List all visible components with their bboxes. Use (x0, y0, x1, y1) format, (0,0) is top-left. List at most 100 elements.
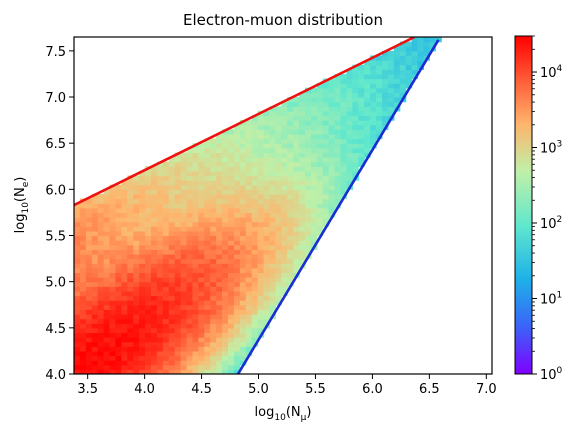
heatmap-cell (97, 263, 105, 269)
heatmap-cell (145, 212, 152, 218)
heatmap-cell (115, 244, 122, 250)
heatmap-cell (97, 267, 105, 274)
heatmap-cell (275, 221, 282, 227)
heatmap-cell (411, 50, 419, 57)
heatmap-cell (352, 152, 359, 158)
heatmap-cell (322, 189, 330, 195)
heatmap-cell (340, 120, 348, 126)
heatmap-cell (257, 277, 265, 283)
heatmap-cell (145, 240, 152, 246)
heatmap-cell (346, 87, 353, 93)
heatmap-cell (127, 244, 134, 250)
heatmap-cell (269, 300, 276, 306)
heatmap-cell (263, 124, 271, 130)
heatmap-cell (352, 147, 359, 154)
heatmap-cell (281, 101, 288, 107)
heatmap-cell (263, 290, 271, 297)
heatmap-cell (352, 110, 359, 117)
heatmap-cell (150, 212, 158, 218)
heatmap-cell (145, 281, 152, 287)
heatmap-cell (192, 346, 199, 352)
heatmap-cell (216, 170, 223, 177)
heatmap-cell (310, 235, 318, 241)
heatmap-cell (316, 161, 324, 167)
heatmap-cell (269, 124, 276, 130)
heatmap-cell (174, 341, 182, 347)
heatmap-cell (121, 212, 128, 218)
heatmap-cell (263, 258, 271, 264)
heatmap-cell (281, 212, 288, 218)
heatmap-cell (257, 295, 265, 301)
heatmap-cell (239, 147, 247, 154)
heatmap-cell (269, 120, 276, 126)
heatmap-cell (168, 295, 176, 301)
heatmap-cell (210, 240, 217, 246)
heatmap-cell (227, 341, 235, 347)
heatmap-cell (257, 309, 265, 315)
heatmap-cell (85, 267, 93, 274)
heatmap-cell (198, 350, 205, 357)
heatmap-cell (328, 157, 336, 163)
colorbar-tick-label: 103 (540, 140, 562, 157)
heatmap-cell (263, 129, 271, 135)
heatmap-cell (222, 346, 229, 352)
heatmap-cell (162, 286, 170, 292)
heatmap-cell (210, 369, 217, 374)
heatmap-cell (233, 272, 241, 278)
heatmap-cell (121, 272, 128, 278)
heatmap-cell (204, 263, 211, 269)
heatmap-cell (239, 277, 247, 283)
heatmap-cell (97, 337, 105, 343)
heatmap-cell (115, 364, 122, 370)
heatmap-cell (115, 360, 122, 366)
heatmap-cell (180, 212, 188, 218)
heatmap-cell (304, 129, 312, 135)
heatmap-cell (174, 350, 182, 357)
heatmap-cell (275, 235, 282, 241)
heatmap-cell (227, 143, 235, 149)
heatmap-cell (139, 369, 146, 374)
heatmap-cell (281, 110, 288, 117)
heatmap-cell (168, 230, 176, 237)
heatmap-cell (304, 230, 312, 237)
chart-title: Electron-muon distribution (183, 11, 383, 29)
heatmap-cell (192, 332, 199, 338)
heatmap-cell (358, 124, 365, 130)
heatmap-cell (370, 78, 377, 84)
heatmap-cell (239, 226, 247, 232)
heatmap-cell (411, 37, 419, 43)
heatmap-cell (139, 258, 146, 264)
heatmap-cell (222, 129, 229, 135)
heatmap-cell (287, 249, 294, 255)
heatmap-cell (210, 304, 217, 310)
heatmap-cell (133, 337, 140, 343)
heatmap-cell (216, 175, 223, 181)
heatmap-cell (322, 129, 330, 135)
heatmap-cell (139, 226, 146, 232)
heatmap-cell (233, 129, 241, 135)
heatmap-cell (405, 50, 413, 57)
heatmap-cell (198, 152, 205, 158)
heatmap-cell (263, 138, 271, 144)
heatmap-cell (216, 133, 223, 140)
heatmap-cell (174, 253, 182, 260)
heatmap-cell (222, 198, 229, 204)
heatmap-cell (198, 272, 205, 278)
heatmap-cell (198, 207, 205, 214)
heatmap-cell (364, 147, 371, 154)
heatmap-cell (97, 309, 105, 315)
heatmap-cell (174, 327, 182, 334)
heatmap-cell (216, 300, 223, 306)
heatmap-cell (91, 272, 99, 278)
heatmap-cell (316, 97, 324, 103)
heatmap-cell (162, 249, 170, 255)
heatmap-cell (376, 129, 383, 135)
heatmap-cell (150, 207, 158, 214)
heatmap-cell (287, 258, 294, 264)
heatmap-cell (310, 133, 318, 140)
heatmap-cell (322, 198, 330, 204)
heatmap-cell (257, 193, 265, 200)
heatmap-cell (251, 313, 259, 320)
heatmap-cell (204, 235, 211, 241)
heatmap-cell (79, 249, 87, 255)
